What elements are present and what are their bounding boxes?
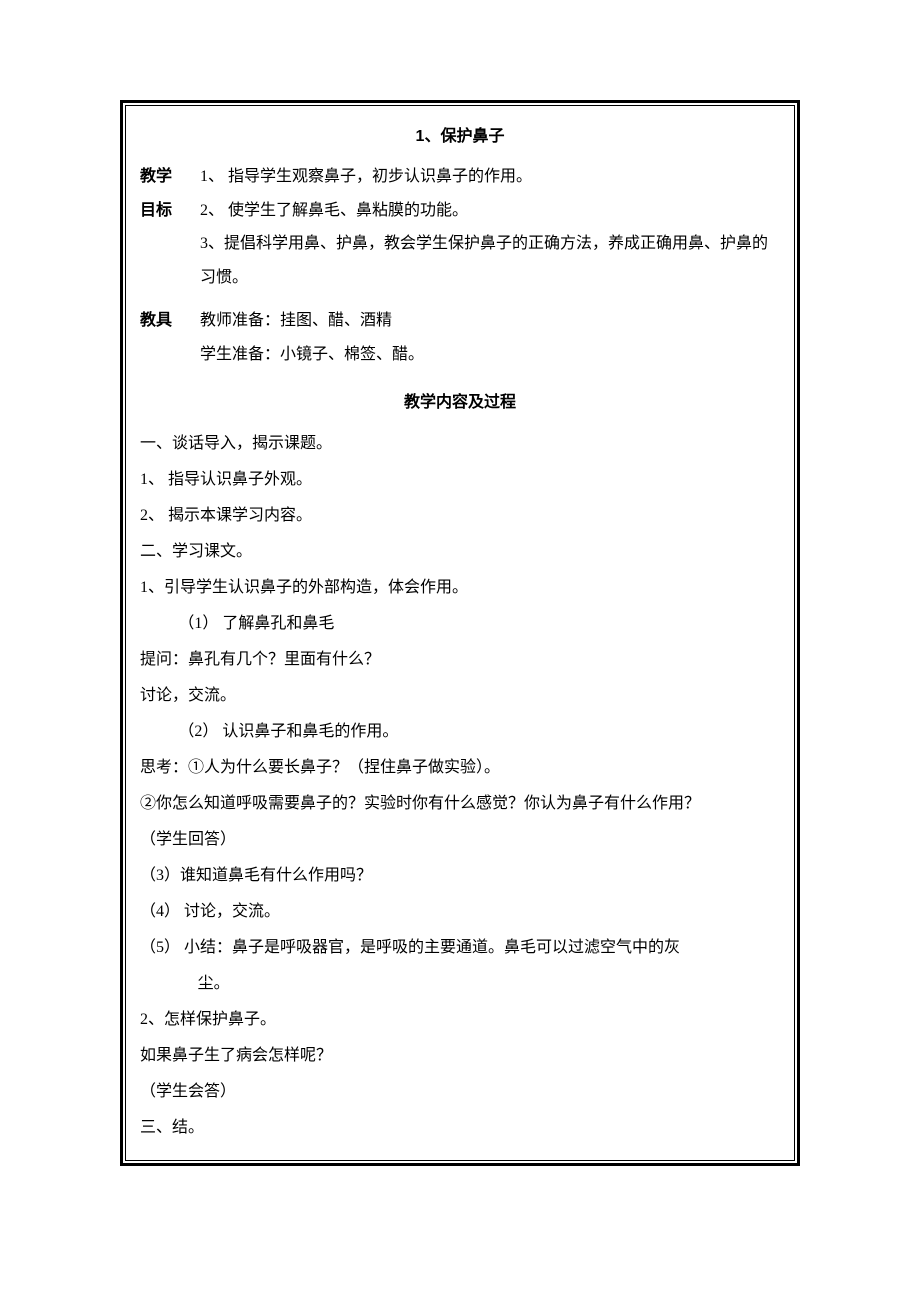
body-line: 思考：①人为什么要长鼻子？（捏住鼻子做实验）。 — [140, 750, 780, 786]
page: 1、保护鼻子 教学 目标 1、 指导学生观察鼻子，初步认识鼻子的作用。 2、 使… — [0, 0, 920, 1266]
body-line: 一、谈话导入，揭示课题。 — [140, 426, 780, 462]
tools-line: 学生准备：小镜子、棉签、醋。 — [200, 338, 780, 372]
tools-content: 教师准备：挂图、醋、酒精 学生准备：小镜子、棉签、醋。 — [200, 304, 780, 371]
tools-label: 教具 — [140, 304, 200, 338]
body-line: 三、结。 — [140, 1110, 780, 1146]
tools-line: 教师准备：挂图、醋、酒精 — [200, 304, 780, 338]
goals-label-a: 教学 — [140, 160, 200, 194]
body-line: 1、 指导认识鼻子外观。 — [140, 462, 780, 498]
body-line: 1、引导学生认识鼻子的外部构造，体会作用。 — [140, 570, 780, 606]
goals-label-b: 目标 — [140, 194, 200, 228]
body-line: 2、怎样保护鼻子。 — [140, 1002, 780, 1038]
body-line: （1） 了解鼻孔和鼻毛 — [140, 606, 780, 642]
body-line: （3）谁知道鼻毛有什么作用吗？ — [140, 858, 780, 894]
process-body: 一、谈话导入，揭示课题。1、 指导认识鼻子外观。2、 揭示本课学习内容。二、学习… — [140, 426, 780, 1146]
goals-row: 教学 目标 1、 指导学生观察鼻子，初步认识鼻子的作用。 2、 使学生了解鼻毛、… — [140, 160, 780, 294]
goal-line: 1、 指导学生观察鼻子，初步认识鼻子的作用。 — [200, 160, 780, 194]
goals-label: 教学 目标 — [140, 160, 200, 227]
body-line: 二、学习课文。 — [140, 534, 780, 570]
process-heading: 教学内容及过程 — [140, 388, 780, 412]
lesson-title: 1、保护鼻子 — [140, 122, 780, 146]
body-line: 讨论，交流。 — [140, 678, 780, 714]
inner-border: 1、保护鼻子 教学 目标 1、 指导学生观察鼻子，初步认识鼻子的作用。 2、 使… — [125, 105, 795, 1161]
outer-border: 1、保护鼻子 教学 目标 1、 指导学生观察鼻子，初步认识鼻子的作用。 2、 使… — [120, 100, 800, 1166]
body-line: （5） 小结：鼻子是呼吸器官，是呼吸的主要通道。鼻毛可以过滤空气中的灰 — [140, 930, 780, 966]
goals-content: 1、 指导学生观察鼻子，初步认识鼻子的作用。 2、 使学生了解鼻毛、鼻粘膜的功能… — [200, 160, 780, 294]
body-line: ②你怎么知道呼吸需要鼻子的？实验时你有什么感觉？你认为鼻子有什么作用？ — [140, 786, 780, 822]
goal-line: 2、 使学生了解鼻毛、鼻粘膜的功能。 — [200, 194, 780, 228]
body-line: 提问：鼻孔有几个？里面有什么？ — [140, 642, 780, 678]
goal-line: 3、提倡科学用鼻、护鼻，教会学生保护鼻子的正确方法，养成正确用鼻、护鼻的习惯。 — [200, 227, 780, 294]
body-line: 尘。 — [140, 966, 780, 1002]
body-line: （学生会答） — [140, 1074, 780, 1110]
body-line: （学生回答） — [140, 822, 780, 858]
tools-row: 教具 教师准备：挂图、醋、酒精 学生准备：小镜子、棉签、醋。 — [140, 304, 780, 371]
body-line: （4） 讨论，交流。 — [140, 894, 780, 930]
body-line: 如果鼻子生了病会怎样呢？ — [140, 1038, 780, 1074]
body-line: （2） 认识鼻子和鼻毛的作用。 — [140, 714, 780, 750]
body-line: 2、 揭示本课学习内容。 — [140, 498, 780, 534]
